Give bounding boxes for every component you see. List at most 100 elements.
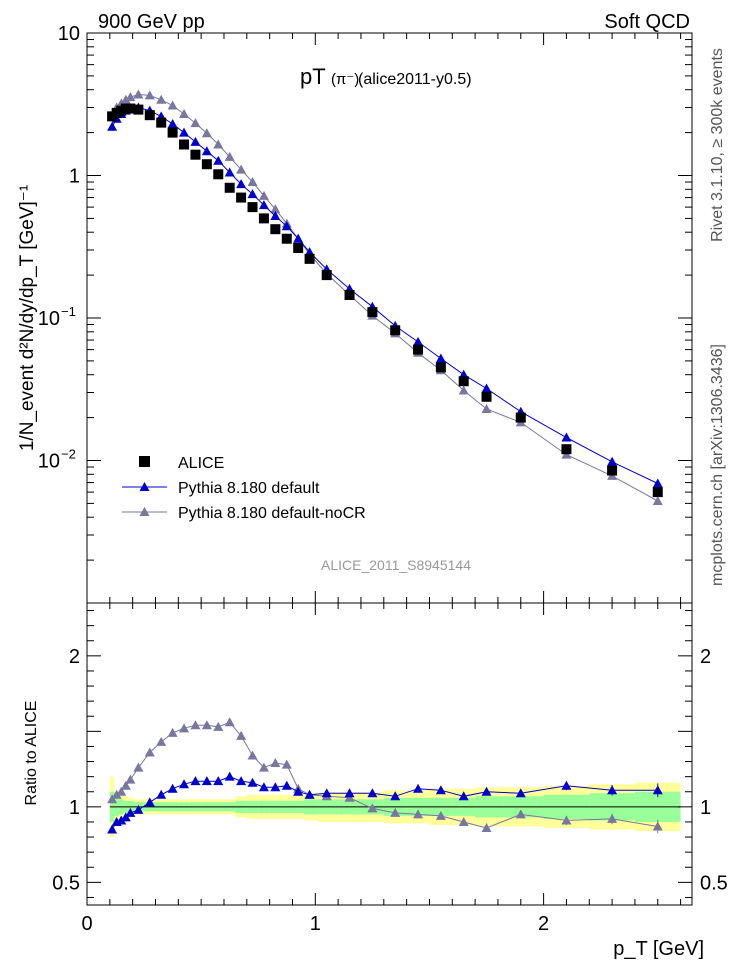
point-alice: [344, 290, 355, 301]
title-particle: (π⁻): [331, 71, 359, 88]
point-alice: [321, 270, 332, 281]
ratio-point-default: [321, 788, 332, 798]
y-tick-label-exponent: −1: [61, 304, 76, 319]
point-alice: [270, 224, 281, 235]
point-default: [236, 179, 247, 189]
ratio-point-nocr: [236, 730, 247, 740]
ratio-point-default: [116, 815, 127, 825]
ratio-point-nocr: [258, 762, 269, 772]
ratio-point-default: [390, 791, 401, 801]
point-default: [281, 221, 292, 231]
point-nocr: [236, 164, 247, 174]
point-default: [107, 121, 118, 131]
ratio-point-default: [561, 780, 572, 790]
series-line-default: [111, 106, 659, 484]
ratio-point-default: [270, 782, 281, 792]
point-alice: [652, 487, 663, 498]
point-alice: [167, 127, 178, 138]
point-nocr: [179, 109, 190, 119]
ratio-point-nocr: [133, 762, 144, 772]
ratio-point-default: [236, 776, 247, 786]
point-alice: [304, 253, 315, 264]
point-nocr: [224, 151, 235, 161]
point-alice: [156, 117, 167, 128]
ratio-point-default: [652, 785, 663, 795]
ratio-point-nocr: [120, 780, 131, 790]
point-alice: [435, 362, 446, 373]
point-default: [201, 146, 212, 156]
x-tick-label: 0: [81, 913, 92, 935]
ratio-point-default: [481, 786, 492, 796]
ratio-point-default: [247, 777, 258, 787]
series-layer: [107, 89, 663, 834]
point-alice: [224, 182, 235, 193]
legend-label-alice: ALICE: [178, 455, 224, 472]
ratio-point-default: [107, 824, 118, 834]
ratio-point-nocr: [652, 821, 663, 831]
ratio-tick-label-left: 1: [69, 797, 80, 819]
ratio-point-nocr: [190, 720, 201, 730]
point-default: [213, 155, 224, 165]
point-alice: [133, 104, 144, 115]
ratio-point-default: [167, 783, 178, 793]
point-nocr: [120, 94, 131, 104]
point-alice: [293, 242, 304, 253]
ratio-point-nocr: [607, 813, 618, 823]
point-alice: [561, 444, 572, 455]
legend-marker-default: [139, 482, 150, 491]
ratio-point-nocr: [111, 789, 122, 799]
ratio-point-default: [607, 785, 618, 795]
point-default: [167, 118, 178, 128]
ratio-tick-label-right: 1: [700, 797, 711, 819]
point-default: [179, 127, 190, 137]
point-alice: [390, 325, 401, 336]
ratio-point-nocr: [390, 807, 401, 817]
ratio-point-default: [367, 788, 378, 798]
ratio-point-default: [435, 785, 446, 795]
point-alice: [144, 110, 155, 121]
point-nocr: [201, 128, 212, 138]
ratio-point-nocr: [144, 747, 155, 757]
point-nocr: [481, 403, 492, 413]
ratio-point-default: [304, 789, 315, 799]
ratio-point-nocr: [179, 723, 190, 733]
ratio-point-default: [344, 788, 355, 798]
plot-title: pT (π⁻) (alice2011-y0.5): [300, 64, 472, 89]
ratio-point-default: [190, 776, 201, 786]
ratio-point-nocr: [224, 717, 235, 727]
y-tick-label-main: 10: [38, 451, 60, 473]
ratio-tick-label-left: 0.5: [52, 872, 80, 894]
point-alice: [179, 139, 190, 150]
ratio-point-default: [179, 779, 190, 789]
point-alice: [607, 465, 618, 476]
point-alice: [515, 412, 526, 423]
ratio-uncertainty-bands: [109, 776, 681, 838]
point-nocr: [125, 92, 136, 102]
point-alice: [247, 202, 258, 213]
ratio-point-nocr: [515, 809, 526, 819]
point-default: [270, 210, 281, 220]
y-tick-label-main: 10: [38, 308, 60, 330]
ratio-point-nocr: [107, 794, 118, 804]
ratio-tick-label-right: 0.5: [700, 872, 728, 894]
point-nocr: [270, 204, 281, 214]
ratio-point-nocr: [167, 727, 178, 737]
legend-marker-alice: [139, 456, 150, 467]
ratio-point-default: [133, 804, 144, 814]
ratio-point-nocr: [156, 736, 167, 746]
ratio-point-nocr: [270, 758, 281, 768]
point-alice: [458, 376, 469, 387]
point-alice: [236, 192, 247, 203]
point-default: [607, 456, 618, 466]
point-default: [435, 353, 446, 363]
legend-label-nocr: Pythia 8.180 default-noCR: [178, 505, 366, 522]
point-alice: [201, 159, 212, 170]
point-nocr: [247, 177, 258, 187]
ratio-point-default: [156, 789, 167, 799]
ratio-point-default: [515, 788, 526, 798]
ratio-point-default: [144, 797, 155, 807]
point-default: [258, 200, 269, 210]
ratio-tick-label-left: 2: [69, 646, 80, 668]
point-default: [224, 167, 235, 177]
